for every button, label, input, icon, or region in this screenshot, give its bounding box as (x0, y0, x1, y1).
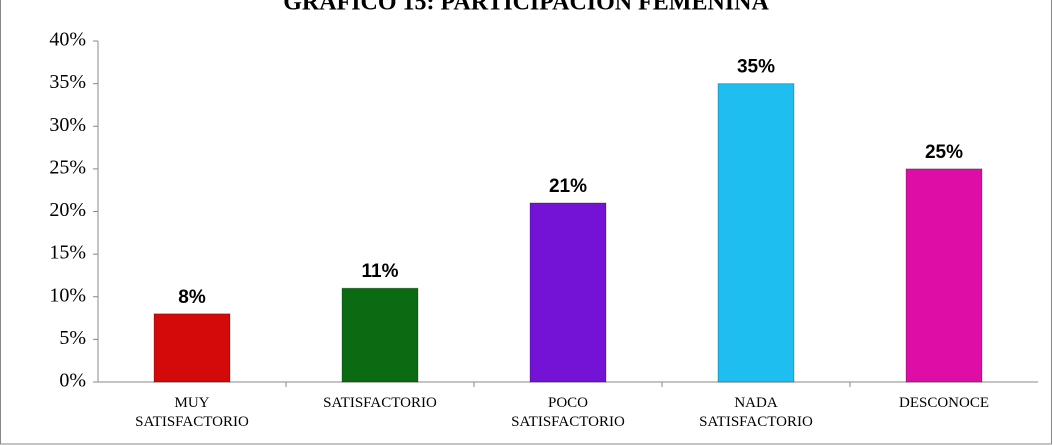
y-tick-label: 0% (59, 370, 86, 392)
x-tick-label: DESCONOCE (898, 395, 989, 411)
data-label: 21% (549, 176, 587, 197)
data-label: 11% (362, 261, 399, 282)
data-label: 8% (178, 287, 206, 308)
bar (529, 202, 607, 383)
x-tick-label: SATISFACTORIO (323, 395, 437, 411)
data-label: 35% (737, 57, 775, 78)
x-tick-label: MUY SATISFACTORIO (135, 395, 249, 430)
y-tick-label: 20% (49, 199, 86, 221)
y-tick-label: 25% (49, 156, 86, 178)
y-tick-label: 10% (49, 284, 86, 306)
y-tick-label: 15% (49, 242, 86, 264)
y-tick-label: 30% (49, 114, 86, 136)
bar (717, 83, 795, 383)
chart-title: GRÁFICO 15: PARTICIPACIÓN FEMENINA (283, 0, 769, 16)
y-tick-label: 35% (49, 71, 86, 93)
x-tick-label: NADA SATISFACTORIO (699, 395, 813, 430)
y-tick-label: 40% (49, 29, 86, 51)
bar (341, 287, 419, 383)
bar (153, 313, 231, 383)
x-tick-label: POCO SATISFACTORIO (511, 395, 625, 430)
y-tick-label: 5% (59, 327, 86, 349)
data-label: 25% (925, 142, 963, 163)
bar (905, 168, 983, 383)
